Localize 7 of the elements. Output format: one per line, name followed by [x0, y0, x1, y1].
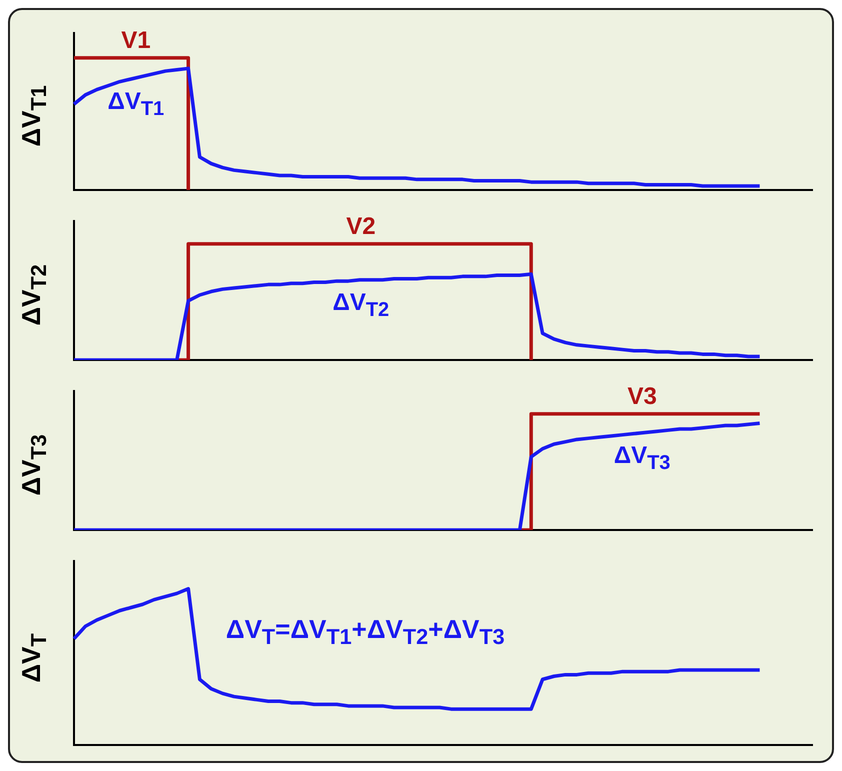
- series-label: V1: [120, 26, 152, 54]
- series-label: ΔV$_{T1}$: [106, 88, 166, 122]
- series-label: ΔV$_{T2}$: [332, 288, 390, 323]
- series-label: V2: [345, 212, 377, 240]
- series-label: V3: [626, 382, 658, 410]
- annotation: ΔV$_{T}$=ΔV$_{T1}$+ΔV$_{T2}$+ΔV$_{T3}$: [226, 614, 505, 650]
- series-label: ΔV$_{T3}$: [612, 442, 672, 476]
